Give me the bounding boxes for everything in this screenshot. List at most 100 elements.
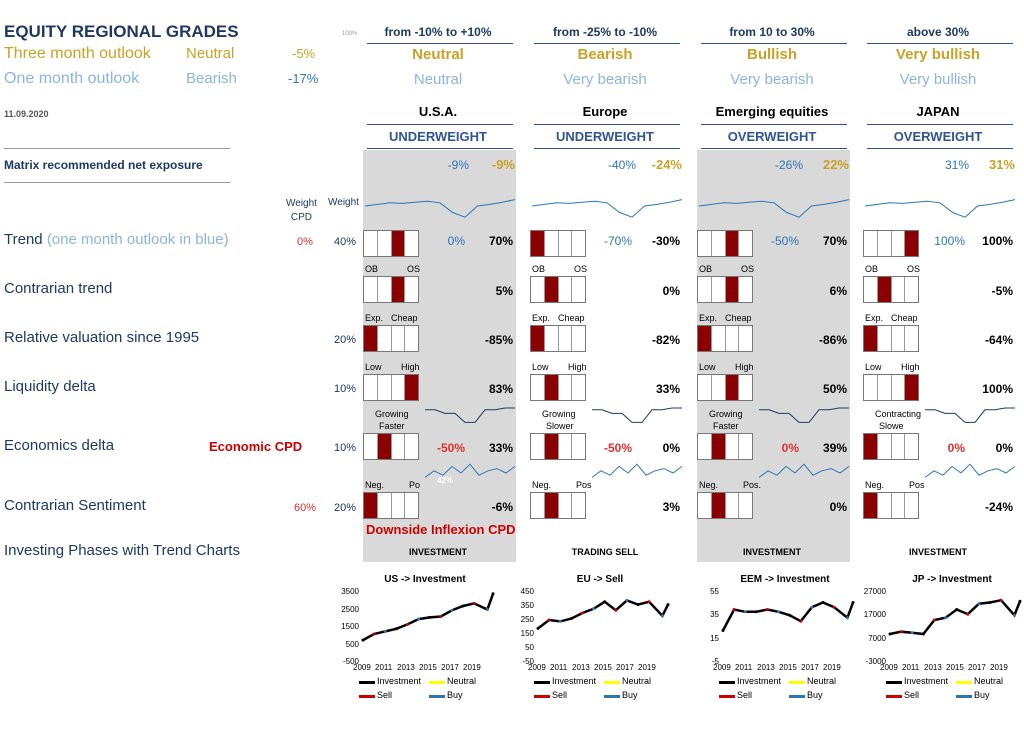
liq-label-right: High	[901, 362, 920, 372]
investing-phase: INVESTMENT	[742, 547, 801, 557]
weighting-underline	[701, 148, 847, 149]
sentiment-indicator	[697, 492, 753, 519]
mini-chart-plot	[361, 592, 495, 642]
indicator-cell	[531, 434, 545, 459]
data-point	[743, 610, 747, 614]
indicator-cell	[572, 231, 585, 256]
indicator-cell	[391, 231, 406, 256]
indicator-cell	[405, 375, 418, 400]
data-point	[603, 600, 607, 604]
liq-label-right: High	[568, 362, 587, 372]
indicator-cell	[405, 434, 418, 459]
trend-value: -30%	[651, 234, 680, 248]
data-point	[394, 627, 398, 631]
indicator-cell	[905, 493, 918, 518]
trend-label: Trend (one month outlook in blue)	[4, 231, 229, 248]
indicator-cell	[572, 326, 585, 351]
indicator-cell	[364, 326, 378, 351]
indicator-cell	[864, 375, 878, 400]
indicator-cell	[405, 326, 418, 351]
indicator-cell	[878, 493, 892, 518]
liquidity-value: 50%	[822, 382, 847, 396]
liquidity-indicator	[697, 374, 753, 401]
sparkline-path	[424, 463, 516, 478]
trend-one-month: 100%	[934, 234, 965, 248]
ct-label-left: OB	[865, 264, 879, 274]
one-month-grade: Bearish	[186, 70, 237, 87]
indicator-cell	[559, 434, 573, 459]
weight-cpd-header: Weight CPD	[286, 198, 317, 223]
x-tick-label: 2015	[419, 663, 437, 672]
y-tick-label: 350	[520, 601, 534, 610]
indicator-cell	[364, 375, 378, 400]
indicator-cell	[378, 326, 392, 351]
y-tick-label: 50	[525, 643, 534, 652]
data-point	[932, 618, 936, 622]
x-tick-label: 2017	[968, 663, 986, 672]
data-point	[921, 632, 925, 636]
x-tick-label: 2009	[528, 663, 546, 672]
eco-label-bottom: Slowe	[879, 421, 904, 431]
indicator-cell	[864, 434, 878, 459]
data-point	[666, 603, 670, 607]
range-underline	[701, 43, 847, 44]
legend-label-buy: Buy	[447, 690, 463, 700]
eco-label-top: Growing	[542, 409, 576, 419]
sent-label-right: Pos	[909, 480, 925, 490]
indicator-cell	[531, 375, 545, 400]
weight-header: Weight	[328, 197, 359, 208]
sent-label-right: Pos.	[743, 480, 762, 490]
liq-label-left: Low	[532, 362, 549, 372]
val-label-left: Exp.	[865, 313, 884, 323]
indicator-cell	[711, 434, 726, 459]
three-month-value: -5%	[292, 46, 316, 61]
y-tick-label: 1500	[341, 622, 359, 631]
exposure-one-month: -9%	[447, 158, 469, 172]
indicator-cell	[878, 326, 892, 351]
data-point	[361, 638, 365, 642]
sentiment-value: -24%	[984, 500, 1013, 514]
indicator-cell	[739, 434, 752, 459]
liquidity-value: 33%	[655, 382, 680, 396]
x-tick-label: 2011	[375, 663, 393, 672]
indicator-cell	[392, 434, 406, 459]
indicator-cell	[544, 493, 559, 518]
economic-cpd-label: Economic CPD	[209, 439, 303, 454]
indicator-cell	[698, 434, 712, 459]
indicator-cell	[725, 375, 740, 400]
data-point	[614, 608, 618, 612]
x-tick-label: 2013	[572, 663, 590, 672]
region-name: JAPAN	[916, 104, 960, 119]
y-tick-label: 3500	[341, 587, 359, 596]
data-point	[944, 616, 948, 620]
legend-label-sell: Sell	[737, 690, 753, 700]
data-point	[910, 631, 914, 635]
data-point	[405, 622, 409, 626]
exposure-one-month: 31%	[944, 158, 969, 172]
indicator-cell	[726, 434, 740, 459]
mini-chart-title: EU -> Sell	[576, 574, 624, 585]
region-weighting: UNDERWEIGHT	[389, 129, 487, 144]
indicator-cell	[531, 277, 545, 302]
investing-phase: INVESTMENT	[908, 547, 967, 557]
indicator-cell	[905, 434, 918, 459]
indicator-cell	[712, 277, 726, 302]
legend-swatch-sell	[359, 695, 375, 698]
x-tick-label: 2011	[902, 663, 920, 672]
report-date: 11.09.2020	[4, 109, 49, 119]
indicator-cell	[545, 231, 559, 256]
region-underline	[534, 124, 680, 125]
legend-label-sell: Sell	[552, 690, 568, 700]
sentiment-cpd: 60%	[294, 502, 317, 514]
region-name: Europe	[582, 104, 628, 119]
indicator-cell	[572, 493, 585, 518]
legend-swatch-investment	[359, 681, 375, 684]
legend-swatch-buy	[956, 695, 972, 698]
mini-chart-plot	[888, 598, 1022, 636]
data-point	[832, 605, 836, 609]
region-weighting: OVERWEIGHT	[893, 129, 983, 144]
data-point	[636, 603, 640, 607]
indicator-cell	[698, 375, 712, 400]
valuation-value: -82%	[651, 333, 680, 347]
liquidity-indicator	[363, 374, 419, 401]
